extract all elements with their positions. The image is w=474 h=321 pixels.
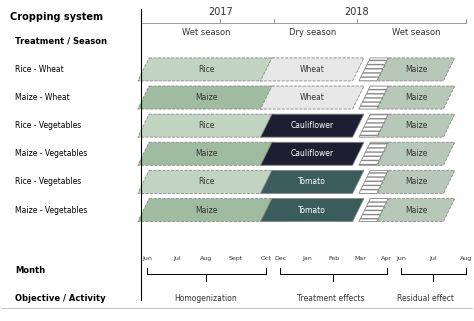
Text: Maize: Maize (405, 93, 427, 102)
Text: Treatment effects: Treatment effects (297, 294, 365, 303)
Polygon shape (261, 58, 364, 81)
Polygon shape (359, 86, 388, 109)
Text: Maize: Maize (405, 149, 427, 158)
Text: Homogenization: Homogenization (174, 294, 237, 303)
Text: Cropping system: Cropping system (10, 12, 103, 22)
Polygon shape (377, 142, 455, 165)
Polygon shape (261, 170, 364, 194)
Text: Objective / Activity: Objective / Activity (15, 294, 106, 303)
Text: Jul: Jul (429, 256, 437, 261)
Text: Feb: Feb (328, 256, 339, 261)
Text: Rice - Vegetables: Rice - Vegetables (15, 121, 81, 130)
Text: Maize - Vegetables: Maize - Vegetables (15, 149, 87, 158)
Text: Dry season: Dry season (289, 28, 336, 37)
Polygon shape (377, 58, 455, 81)
Text: Jun: Jun (142, 256, 152, 261)
Text: Maize: Maize (195, 149, 217, 158)
Text: Wheat: Wheat (300, 93, 325, 102)
Text: Sept: Sept (229, 256, 243, 261)
Text: Month: Month (15, 266, 45, 275)
Polygon shape (138, 198, 274, 221)
Polygon shape (359, 142, 388, 165)
Polygon shape (138, 86, 274, 109)
Polygon shape (138, 114, 274, 137)
Text: Maize: Maize (405, 205, 427, 214)
Text: Rice: Rice (198, 178, 214, 187)
Text: Rice - Wheat: Rice - Wheat (15, 65, 64, 74)
Text: Maize: Maize (195, 205, 217, 214)
Text: Cauliflower: Cauliflower (291, 149, 334, 158)
Text: Jun: Jun (396, 256, 406, 261)
Text: Residual effect: Residual effect (397, 294, 454, 303)
Text: Maize: Maize (405, 121, 427, 130)
Text: Treatment / Season: Treatment / Season (15, 36, 107, 45)
Polygon shape (377, 170, 455, 194)
Text: Rice: Rice (198, 65, 214, 74)
Polygon shape (138, 58, 274, 81)
Text: Wet season: Wet season (182, 28, 230, 37)
Text: Maize - Vegetables: Maize - Vegetables (15, 205, 87, 214)
Text: Wet season: Wet season (392, 28, 440, 37)
Text: Cauliflower: Cauliflower (291, 121, 334, 130)
Text: Jan: Jan (302, 256, 312, 261)
Polygon shape (359, 114, 388, 137)
Polygon shape (138, 142, 274, 165)
Text: Maize: Maize (195, 93, 217, 102)
Polygon shape (261, 198, 364, 221)
Text: 2018: 2018 (345, 7, 369, 17)
Text: Aug: Aug (201, 256, 213, 261)
Text: Dec: Dec (274, 256, 286, 261)
Text: Jul: Jul (173, 256, 181, 261)
Text: Aug: Aug (459, 256, 472, 261)
Text: Wheat: Wheat (300, 65, 325, 74)
Text: Maize: Maize (405, 178, 427, 187)
Text: Tomato: Tomato (298, 178, 326, 187)
Polygon shape (359, 198, 388, 221)
Polygon shape (359, 58, 388, 81)
Polygon shape (261, 142, 364, 165)
Text: Rice - Vegetables: Rice - Vegetables (15, 178, 81, 187)
Polygon shape (377, 114, 455, 137)
Polygon shape (261, 86, 364, 109)
Polygon shape (377, 198, 455, 221)
Text: Maize: Maize (405, 65, 427, 74)
Text: Rice: Rice (198, 121, 214, 130)
Text: Maize - Wheat: Maize - Wheat (15, 93, 70, 102)
Text: Oct: Oct (260, 256, 272, 261)
Polygon shape (138, 170, 274, 194)
Polygon shape (377, 86, 455, 109)
Text: 2017: 2017 (208, 7, 233, 17)
Polygon shape (359, 170, 388, 194)
Text: Mar: Mar (354, 256, 366, 261)
Polygon shape (261, 114, 364, 137)
Text: Apr: Apr (382, 256, 392, 261)
Text: Tomato: Tomato (298, 205, 326, 214)
